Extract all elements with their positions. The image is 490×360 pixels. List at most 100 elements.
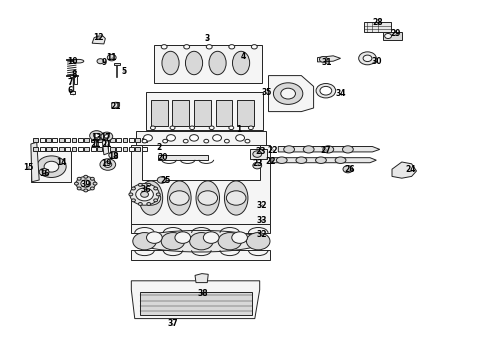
Polygon shape [136, 131, 266, 145]
Circle shape [97, 59, 104, 64]
Bar [70, 91, 75, 94]
Circle shape [90, 187, 94, 190]
Circle shape [39, 168, 49, 176]
Bar [59, 138, 64, 142]
Circle shape [183, 139, 188, 143]
Bar [84, 138, 89, 142]
Bar [383, 32, 402, 40]
Circle shape [273, 83, 303, 104]
Circle shape [175, 232, 191, 243]
Bar [122, 138, 127, 142]
Ellipse shape [136, 230, 264, 252]
Text: 23: 23 [255, 148, 266, 156]
Ellipse shape [224, 181, 248, 215]
Circle shape [76, 176, 96, 191]
Text: 16: 16 [39, 168, 49, 177]
Text: 25: 25 [160, 176, 171, 185]
Text: 35: 35 [261, 88, 272, 97]
Circle shape [167, 135, 175, 141]
Bar [65, 138, 70, 142]
Text: 21: 21 [110, 102, 121, 111]
Bar [78, 138, 83, 142]
Circle shape [343, 166, 353, 173]
Circle shape [37, 156, 66, 177]
Bar [97, 147, 102, 151]
Circle shape [90, 131, 103, 141]
Polygon shape [154, 45, 262, 83]
Circle shape [141, 191, 161, 205]
Ellipse shape [316, 157, 326, 163]
Text: 3: 3 [205, 34, 210, 43]
Circle shape [144, 135, 152, 141]
Text: 19: 19 [101, 159, 112, 168]
Circle shape [226, 191, 246, 205]
Circle shape [320, 86, 332, 95]
Text: 5: 5 [122, 67, 126, 76]
Ellipse shape [209, 51, 226, 75]
Circle shape [253, 162, 262, 169]
Bar [116, 147, 121, 151]
Circle shape [198, 191, 218, 205]
Bar [72, 147, 76, 151]
Text: 32: 32 [256, 201, 267, 210]
Text: 28: 28 [372, 18, 383, 27]
Circle shape [229, 126, 234, 130]
Circle shape [253, 151, 262, 157]
Text: 36: 36 [141, 184, 151, 194]
Ellipse shape [284, 146, 294, 153]
Polygon shape [105, 140, 108, 146]
Circle shape [84, 175, 88, 178]
Polygon shape [92, 36, 105, 44]
Bar [237, 100, 254, 126]
Text: 15: 15 [23, 163, 34, 172]
Ellipse shape [196, 181, 220, 215]
Bar [135, 138, 140, 142]
Text: 1: 1 [236, 125, 241, 134]
Bar [364, 22, 391, 32]
Circle shape [129, 193, 133, 196]
Circle shape [77, 187, 81, 190]
Bar [40, 147, 45, 151]
Circle shape [184, 45, 190, 49]
Ellipse shape [303, 146, 314, 153]
Circle shape [232, 232, 247, 243]
Text: 24: 24 [406, 165, 416, 174]
Circle shape [218, 233, 242, 250]
Ellipse shape [168, 181, 191, 215]
Text: 9: 9 [102, 58, 107, 67]
Circle shape [131, 199, 135, 202]
Text: 4: 4 [241, 52, 246, 61]
Polygon shape [131, 281, 260, 319]
Text: 29: 29 [391, 29, 401, 38]
Bar [250, 149, 267, 159]
Ellipse shape [296, 157, 307, 163]
Circle shape [229, 45, 235, 49]
Circle shape [77, 177, 81, 180]
Circle shape [42, 171, 46, 174]
Text: 2: 2 [156, 143, 161, 152]
Circle shape [190, 126, 195, 130]
Circle shape [251, 45, 257, 49]
Circle shape [316, 84, 336, 98]
Text: 21: 21 [101, 140, 112, 149]
Circle shape [150, 126, 155, 130]
Bar [66, 75, 77, 76]
Text: 22: 22 [265, 157, 276, 166]
Bar [65, 147, 70, 151]
Bar [52, 138, 57, 142]
Ellipse shape [185, 51, 202, 75]
Circle shape [157, 177, 166, 183]
Bar [216, 100, 232, 126]
Circle shape [170, 191, 189, 205]
Text: 31: 31 [321, 58, 332, 67]
Bar [129, 147, 134, 151]
Circle shape [141, 192, 148, 197]
Circle shape [209, 126, 214, 130]
Polygon shape [278, 147, 380, 152]
Text: 17: 17 [100, 133, 111, 142]
Circle shape [130, 184, 159, 205]
Bar [142, 138, 147, 142]
Text: 18: 18 [108, 152, 119, 161]
Bar [142, 147, 147, 151]
Text: 6: 6 [68, 86, 73, 95]
